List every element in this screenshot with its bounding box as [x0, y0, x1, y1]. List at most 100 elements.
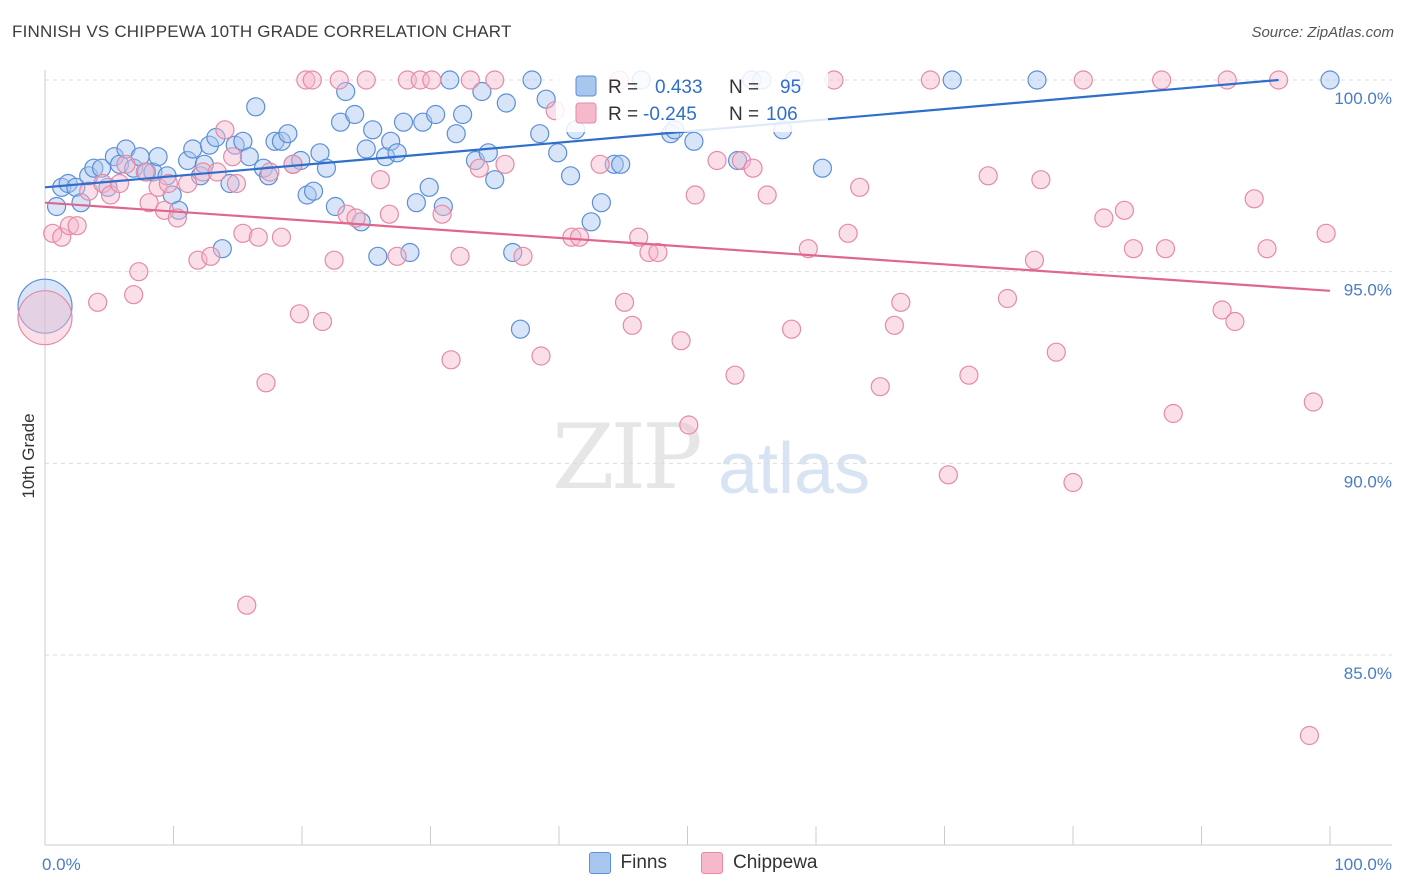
finns-point-36	[271, 131, 292, 151]
chippewa-point-37	[312, 311, 333, 332]
chippewa-point-19	[178, 173, 198, 194]
finns-point-17	[148, 147, 168, 167]
chippewa-point-87	[978, 166, 998, 186]
finns-point-1	[46, 196, 67, 217]
x-tick-label-0: 0.0%	[42, 855, 81, 874]
chippewa-point-90	[1031, 170, 1051, 190]
finns-point-47	[345, 104, 365, 125]
chippewa-point-54	[485, 70, 505, 90]
finns-point-46	[336, 81, 356, 102]
chippewa-point-42	[356, 70, 376, 90]
chippewa-point-56	[513, 246, 533, 266]
source-credit: Source: ZipAtlas.com	[1251, 24, 1394, 41]
chippewa-point-108	[1316, 223, 1336, 243]
chippewa-point-29	[248, 227, 268, 247]
chippewa-point-6	[88, 292, 108, 312]
chippewa-point-25	[223, 147, 243, 167]
watermark-zip: ZIP	[552, 405, 703, 510]
chippewa-point-81	[870, 377, 890, 397]
chippewa-point-84	[920, 70, 940, 90]
chippewa-point-0	[17, 290, 73, 346]
chippewa-point-31	[260, 162, 280, 182]
chippewa-point-64	[622, 315, 642, 335]
y-tick-label-2: 90.0%	[1344, 472, 1392, 491]
chippewa-point-94	[1094, 208, 1114, 228]
chippewa-point-14	[139, 193, 159, 213]
finns-point-93	[1027, 70, 1047, 90]
chippewa-point-44	[379, 204, 399, 224]
finns-r-label: R =	[608, 77, 638, 98]
finns-points	[17, 70, 1340, 339]
chippewa-point-96	[1123, 239, 1143, 259]
finns-point-5	[71, 193, 91, 213]
chippewa-point-86	[959, 365, 979, 385]
stats-legend: R = 0.433 N = 95 R = -0.245 N = 106	[556, 70, 828, 132]
chippewa-point-22	[201, 246, 221, 266]
finns-point-73	[530, 124, 550, 144]
chippewa-point-106	[1299, 725, 1320, 746]
chippewa-point-50	[441, 350, 461, 370]
y-axis-label: 10th Grade	[19, 413, 38, 498]
finns-trend-line	[44, 78, 1279, 189]
finns-point-64	[453, 104, 473, 125]
finns-point-66	[472, 81, 492, 102]
chippewa-point-26	[226, 173, 247, 194]
chippewa-point-88	[997, 288, 1018, 309]
chippewa-swatch	[700, 852, 723, 874]
chippewa-point-28	[237, 595, 257, 615]
chippewa-point-92	[1063, 472, 1083, 493]
chippewa-point-69	[679, 415, 699, 435]
chippewa-point-97	[1152, 70, 1172, 90]
watermark-atlas: atlas	[718, 429, 871, 509]
chippewa-point-67	[648, 242, 668, 263]
chippewa-point-95	[1114, 200, 1135, 220]
finns-point-63	[446, 124, 466, 144]
trend-lines	[44, 78, 1331, 292]
finns-point-7	[84, 158, 104, 178]
finns-n-label: N =	[729, 77, 759, 98]
chippewa-point-30	[256, 373, 276, 393]
y-tick-label-3: 85.0%	[1344, 664, 1392, 683]
finns-point-75	[548, 143, 568, 163]
chippewa-point-18	[167, 208, 187, 228]
chippewa-point-12	[129, 262, 149, 282]
finns-point-81	[611, 154, 631, 174]
chippewa-point-99	[1163, 403, 1183, 424]
chippewa-point-2	[52, 227, 72, 247]
chippewa-point-36	[302, 70, 322, 90]
chippewa-point-63	[614, 292, 635, 312]
legend-label-chippewa: Chippewa	[732, 852, 818, 873]
chippewa-point-43	[370, 170, 390, 190]
chippewa-point-107	[1303, 392, 1323, 412]
chippewa-point-71	[707, 150, 727, 171]
finns-point-54	[387, 143, 407, 163]
chippewa-point-68	[671, 331, 691, 351]
chippewa-point-82	[884, 315, 904, 335]
finns-point-22	[183, 139, 203, 159]
finns-point-78	[581, 212, 601, 232]
finns-point-94	[1320, 70, 1340, 90]
finns-point-62	[440, 70, 460, 90]
chippewa-legend-swatch	[575, 102, 597, 124]
finns-point-53	[381, 131, 401, 151]
chippewa-point-104	[1257, 239, 1277, 259]
chippewa-point-79	[838, 223, 858, 243]
chippewa-point-83	[891, 292, 911, 312]
finns-point-0	[17, 278, 73, 334]
chippewa-point-80	[850, 177, 870, 197]
chippewa-trend-line	[44, 201, 1331, 292]
chippewa-point-52	[460, 70, 480, 90]
y-tick-label-0: 100.0%	[1334, 89, 1392, 108]
chippewa-point-61	[590, 154, 610, 174]
chippewa-point-55	[495, 154, 515, 174]
chippewa-point-49	[432, 204, 452, 224]
chippewa-point-91	[1046, 342, 1066, 362]
finns-point-37	[278, 124, 298, 144]
finns-point-4	[66, 177, 86, 197]
chippewa-point-70	[685, 185, 705, 205]
chippewa-point-38	[324, 250, 344, 270]
finns-point-27	[212, 239, 232, 259]
legend-label-finns: Finns	[620, 852, 667, 873]
tick-labels: 100.0% 95.0% 90.0% 85.0% 0.0% 100.0%	[42, 89, 1392, 874]
